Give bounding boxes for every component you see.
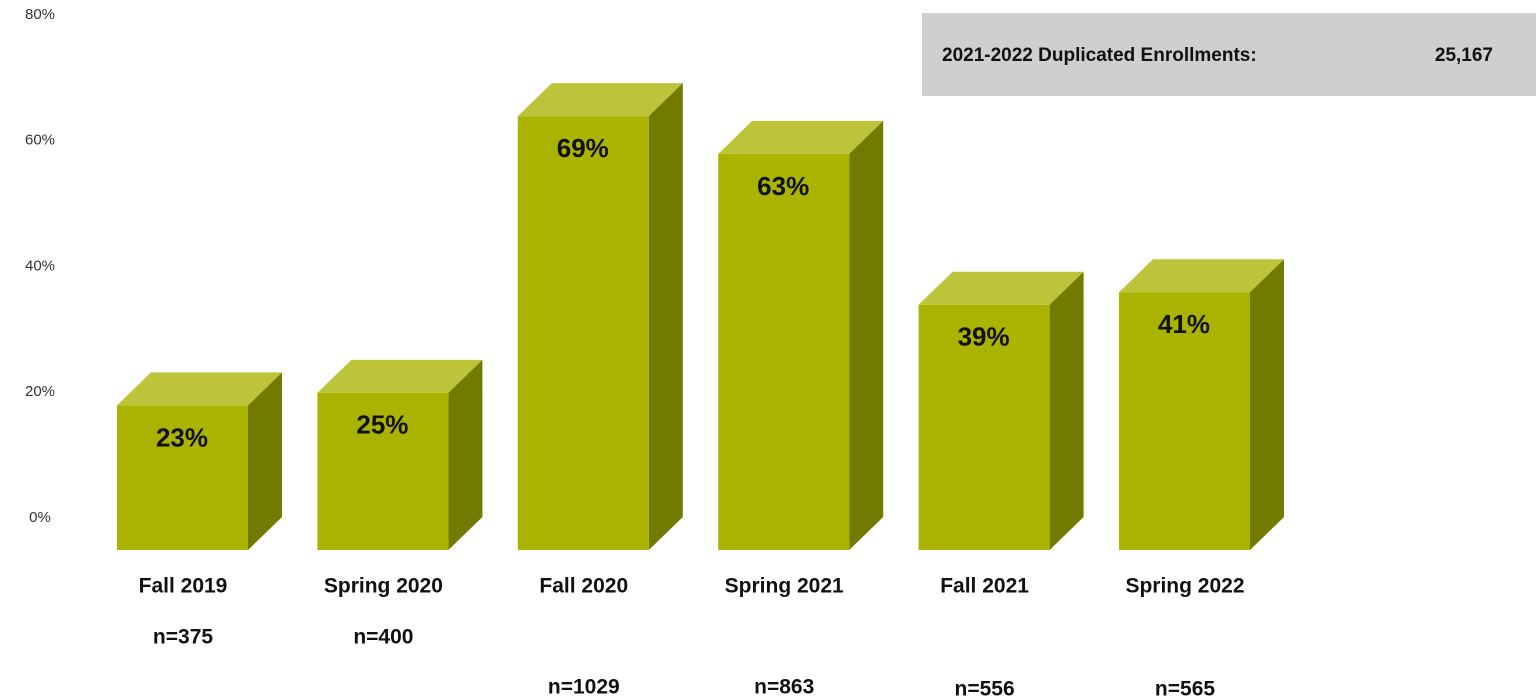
bar-side xyxy=(849,120,884,550)
value-label: 63% xyxy=(757,171,809,201)
bar xyxy=(317,392,449,550)
n-label: n=1029 xyxy=(548,676,620,696)
bar-top xyxy=(918,271,1084,305)
bar-side xyxy=(1049,271,1084,550)
y-tick-label: 40% xyxy=(25,257,55,274)
bar-top xyxy=(1119,259,1284,293)
y-tick-label: 80% xyxy=(25,6,55,23)
annotation-label: 2021-2022 Duplicated Enrollments: xyxy=(942,45,1257,66)
bar xyxy=(1119,292,1250,550)
y-tick-label: 20% xyxy=(25,383,55,400)
bar-top xyxy=(317,359,483,393)
x-tick-label: Spring 2021 xyxy=(725,575,844,598)
bar xyxy=(718,153,850,550)
value-label: 23% xyxy=(156,422,208,452)
value-label: 69% xyxy=(557,133,609,163)
x-tick-label: Fall 2019 xyxy=(139,575,228,598)
n-label: n=565 xyxy=(1155,678,1215,696)
bar xyxy=(517,116,649,550)
value-label: 25% xyxy=(356,410,408,440)
x-tick-label: Spring 2020 xyxy=(324,575,443,598)
y-tick-label: 0% xyxy=(29,509,51,526)
n-label: n=556 xyxy=(955,678,1015,696)
x-tick-label: Fall 2021 xyxy=(940,575,1029,598)
bar-top xyxy=(718,120,884,154)
bar-side xyxy=(448,359,483,550)
n-label: n=375 xyxy=(153,626,213,649)
value-label: 41% xyxy=(1158,309,1210,339)
y-tick-label: 60% xyxy=(25,132,55,149)
n-label: n=863 xyxy=(754,676,814,696)
bar-top xyxy=(517,83,683,117)
x-tick-label: Fall 2020 xyxy=(539,575,628,598)
value-label: 39% xyxy=(958,322,1010,352)
x-tick-label: Spring 2022 xyxy=(1125,575,1244,598)
bar xyxy=(918,304,1050,550)
bar-side xyxy=(648,83,683,550)
n-label: n=400 xyxy=(353,626,413,649)
bar xyxy=(117,405,248,550)
bar-top xyxy=(117,372,282,406)
annotation-box xyxy=(922,13,1536,96)
bar-side xyxy=(248,372,282,550)
bar-side xyxy=(1250,259,1284,550)
annotation-value: 25,167 xyxy=(1435,45,1493,66)
